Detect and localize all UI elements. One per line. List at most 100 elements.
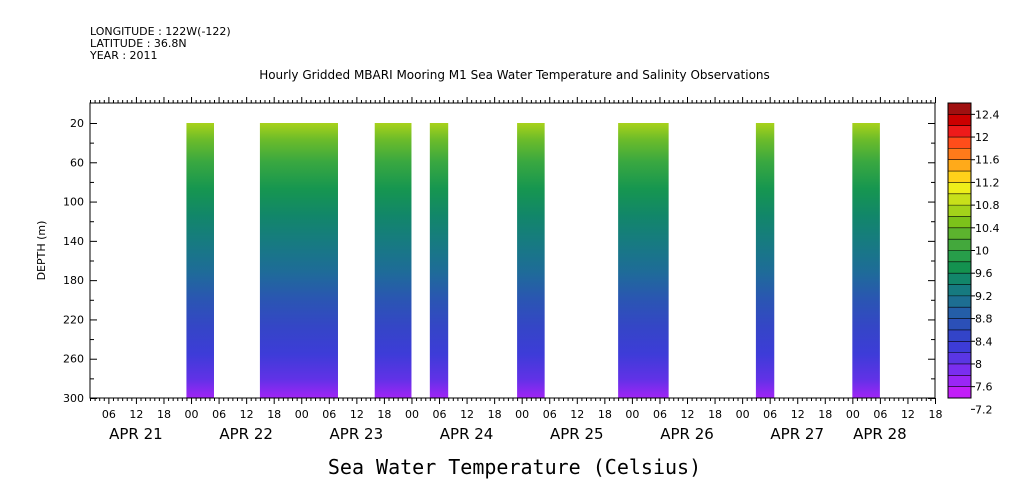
colorbar-swatch bbox=[948, 171, 971, 183]
bottom-title: Sea Water Temperature (Celsius) bbox=[327, 455, 702, 479]
x-axis: 06 12 18 00 06 12 18 00 06 12 18 00 06 12 18 00 06 12 18 00… bbox=[90, 97, 943, 443]
data-block-8 bbox=[852, 123, 880, 398]
colorbar-label: 7.6 bbox=[975, 381, 993, 394]
colorbar-swatch bbox=[948, 239, 971, 251]
colorbar-label: 8.8 bbox=[975, 313, 993, 326]
colorbar-swatch bbox=[948, 159, 971, 172]
y-tick-label: 20 bbox=[70, 117, 84, 130]
colorbar-label: 8.4 bbox=[975, 335, 993, 348]
latitude-label: LATITUDE : 36.8N bbox=[90, 37, 187, 50]
data-block-7 bbox=[755, 123, 775, 398]
data-blocks bbox=[186, 123, 880, 398]
x-tick-label: 18 bbox=[488, 408, 502, 421]
data-block-2 bbox=[259, 123, 338, 398]
x-tick-label: 18 bbox=[598, 408, 612, 421]
x-tick-label: 18 bbox=[267, 408, 281, 421]
data-block-1 bbox=[186, 123, 214, 398]
colorbar-swatch bbox=[948, 261, 971, 274]
colorbar-swatch bbox=[948, 125, 971, 138]
data-block-5 bbox=[517, 123, 545, 398]
colorbar-swatch bbox=[948, 227, 971, 240]
colorbar-swatch bbox=[948, 341, 971, 353]
x-tick-label: 12 bbox=[901, 408, 915, 421]
x-tick-label: 00 bbox=[515, 408, 529, 421]
colorbar-swatch bbox=[948, 295, 971, 308]
x-tick-label: 18 bbox=[818, 408, 832, 421]
x-tick-label: 06 bbox=[433, 408, 447, 421]
plot-frame bbox=[89, 102, 936, 399]
x-tick-label: 06 bbox=[322, 408, 336, 421]
colorbar-label: 10 bbox=[975, 245, 989, 258]
data-block-3 bbox=[374, 123, 412, 398]
colorbar-swatch bbox=[948, 318, 971, 331]
colorbar-label: 9.2 bbox=[975, 290, 993, 303]
y-tick-label: 180 bbox=[63, 274, 84, 287]
data-block-6 bbox=[618, 123, 669, 398]
x-tick-label: 06 bbox=[102, 408, 116, 421]
colorbar-swatch bbox=[948, 193, 971, 206]
x-tick-label: 18 bbox=[708, 408, 722, 421]
x-day-label: APR 23 bbox=[330, 425, 384, 443]
x-tick-label: 06 bbox=[543, 408, 557, 421]
x-day-label: APR 22 bbox=[219, 425, 273, 443]
y-tick-label: 300 bbox=[63, 392, 84, 405]
chart-title: Hourly Gridded MBARI Mooring M1 Sea Wate… bbox=[259, 68, 770, 82]
colorbar-label: 8 bbox=[975, 358, 982, 371]
x-day-label: APR 25 bbox=[550, 425, 604, 443]
x-tick-label: 18 bbox=[929, 408, 943, 421]
colorbar-swatch bbox=[948, 329, 971, 342]
x-tick-label: 12 bbox=[240, 408, 254, 421]
colorbar-label: 10.8 bbox=[975, 199, 1000, 212]
colorbar-label: 9.6 bbox=[975, 267, 993, 280]
colorbar-label: 12.4 bbox=[975, 108, 1000, 121]
plot-border bbox=[89, 102, 936, 399]
x-tick-label: 12 bbox=[350, 408, 364, 421]
colorbar: 12.4 12 11.6 11.2 10.8 10.4 10 9.6 9.2 8.8 8.4 8 7.6… bbox=[947, 102, 1000, 416]
colorbar-swatch bbox=[948, 284, 971, 297]
y-axis-label: DEPTH (m) bbox=[35, 221, 48, 281]
x-day-label: APR 28 bbox=[853, 425, 907, 443]
x-tick-label: 06 bbox=[212, 408, 226, 421]
x-tick-label: 12 bbox=[460, 408, 474, 421]
colorbar-swatch bbox=[948, 352, 971, 365]
x-tick-label: 18 bbox=[377, 408, 391, 421]
colorbar-swatch bbox=[948, 205, 971, 217]
colorbar-swatch bbox=[948, 363, 971, 376]
colorbar-swatch bbox=[948, 216, 971, 229]
colorbar-label: 12 bbox=[975, 131, 989, 144]
x-tick-label: 00 bbox=[405, 408, 419, 421]
x-tick-label: 12 bbox=[791, 408, 805, 421]
colorbar-swatch bbox=[948, 148, 971, 161]
x-tick-label: 00 bbox=[185, 408, 199, 421]
colorbar-swatch bbox=[948, 114, 971, 126]
x-tick-label: 06 bbox=[653, 408, 667, 421]
data-block-4 bbox=[429, 123, 449, 398]
colorbar-label: 7.2 bbox=[975, 403, 993, 416]
colorbar-label: 11.2 bbox=[975, 176, 1000, 189]
colorbar-swatch bbox=[948, 103, 971, 115]
x-tick-label: 00 bbox=[625, 408, 639, 421]
colorbar-swatch bbox=[948, 250, 971, 263]
y-tick-label: 140 bbox=[63, 235, 84, 248]
x-tick-label: 12 bbox=[129, 408, 143, 421]
x-tick-label: 06 bbox=[873, 408, 887, 421]
y-tick-label: 100 bbox=[63, 196, 84, 209]
x-tick-label: 18 bbox=[157, 408, 171, 421]
x-day-label: APR 24 bbox=[440, 425, 494, 443]
y-tick-label: 60 bbox=[70, 156, 84, 169]
colorbar-swatch bbox=[948, 273, 971, 285]
x-tick-label: 12 bbox=[681, 408, 695, 421]
colorbar-label: 10.4 bbox=[975, 222, 1000, 235]
colorbar-swatch bbox=[948, 182, 971, 195]
colorbar-swatch bbox=[948, 307, 971, 319]
x-tick-label: 12 bbox=[570, 408, 584, 421]
y-tick-label: 260 bbox=[63, 353, 84, 366]
x-tick-label: 00 bbox=[295, 408, 309, 421]
x-day-label: APR 21 bbox=[109, 425, 163, 443]
colorbar-swatch bbox=[948, 375, 971, 387]
longitude-label: LONGITUDE : 122W(-122) bbox=[90, 25, 231, 38]
x-day-label: APR 27 bbox=[770, 425, 824, 443]
year-label: YEAR : 2011 bbox=[90, 49, 158, 62]
y-tick-label: 220 bbox=[63, 313, 84, 326]
